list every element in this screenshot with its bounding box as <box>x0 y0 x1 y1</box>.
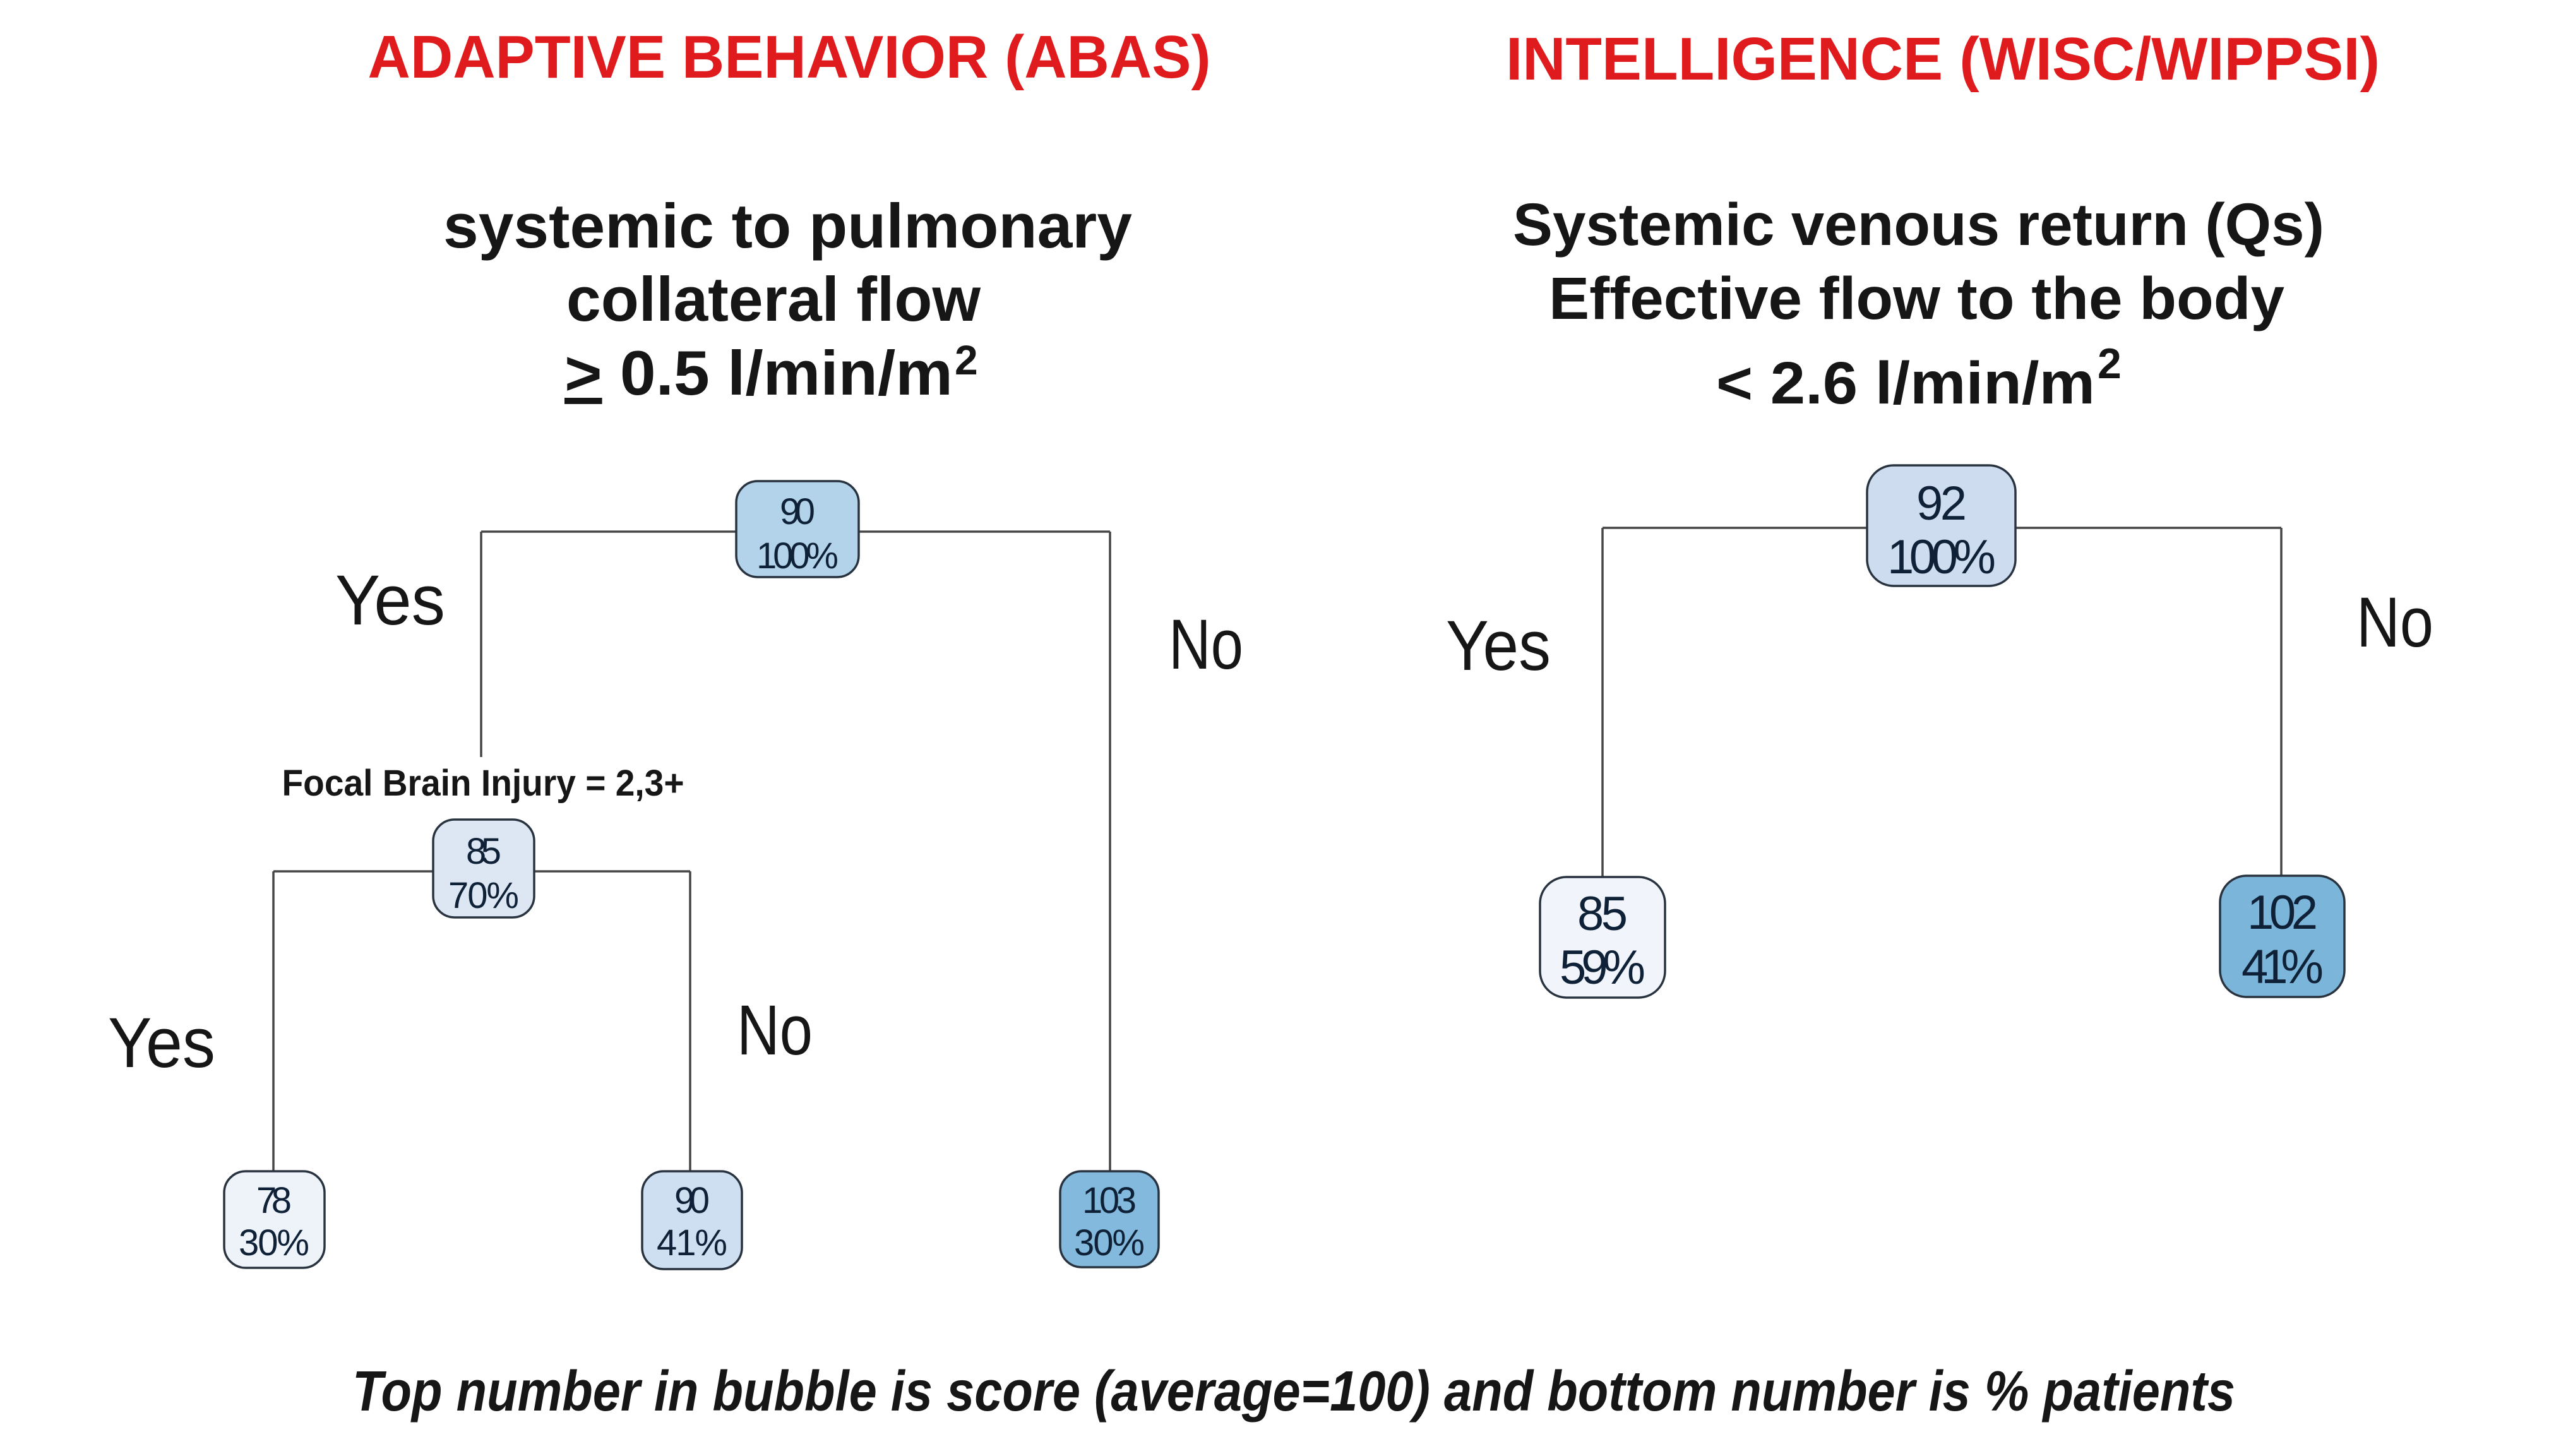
svg-text:systemic to pulmonary: systemic to pulmonary <box>443 191 1132 261</box>
svg-text:78: 78 <box>256 1180 292 1221</box>
svg-text:Top number in bubble is score: Top number in bubble is score (average=1… <box>352 1360 2235 1423</box>
svg-text:92: 92 <box>1916 477 1967 530</box>
svg-text:Effective flow to the body: Effective flow to the body <box>1549 265 2284 332</box>
svg-text:2: 2 <box>955 337 978 383</box>
svg-text:No: No <box>1169 605 1243 684</box>
svg-text:100%: 100% <box>756 535 839 576</box>
svg-text:90: 90 <box>780 491 815 532</box>
svg-text:No: No <box>737 991 813 1070</box>
svg-text:85: 85 <box>1577 887 1628 941</box>
svg-text:70%: 70% <box>448 875 519 916</box>
svg-text:INTELLIGENCE (WISC/WIPPSI): INTELLIGENCE (WISC/WIPPSI) <box>1506 25 2380 93</box>
svg-text:59%: 59% <box>1560 941 1645 994</box>
svg-text:30%: 30% <box>239 1222 309 1263</box>
svg-text:102: 102 <box>2247 886 2318 940</box>
svg-text:Systemic venous return (Qs): Systemic venous return (Qs) <box>1513 191 2324 258</box>
svg-text:< 2.6 l/min/m: < 2.6 l/min/m <box>1716 350 2095 417</box>
svg-text:Yes: Yes <box>108 1003 215 1082</box>
svg-text:Focal Brain Injury = 2,3+: Focal Brain Injury = 2,3+ <box>282 763 684 804</box>
svg-text:2: 2 <box>2098 340 2122 388</box>
svg-text:41%: 41% <box>2242 940 2324 994</box>
svg-text:Yes: Yes <box>1446 606 1551 685</box>
svg-text:85: 85 <box>466 831 501 872</box>
svg-text:41%: 41% <box>657 1222 727 1263</box>
svg-text:ADAPTIVE BEHAVIOR (ABAS): ADAPTIVE BEHAVIOR (ABAS) <box>368 23 1211 91</box>
svg-text:Yes: Yes <box>335 561 445 640</box>
svg-text:103: 103 <box>1082 1180 1137 1221</box>
svg-text:30%: 30% <box>1074 1222 1145 1263</box>
svg-text:90: 90 <box>674 1180 710 1221</box>
svg-text:collateral flow: collateral flow <box>566 264 981 334</box>
svg-text:No: No <box>2356 583 2433 662</box>
svg-text:> 0.5 l/min/m: > 0.5 l/min/m <box>564 338 953 408</box>
svg-text:100%: 100% <box>1887 530 1996 584</box>
